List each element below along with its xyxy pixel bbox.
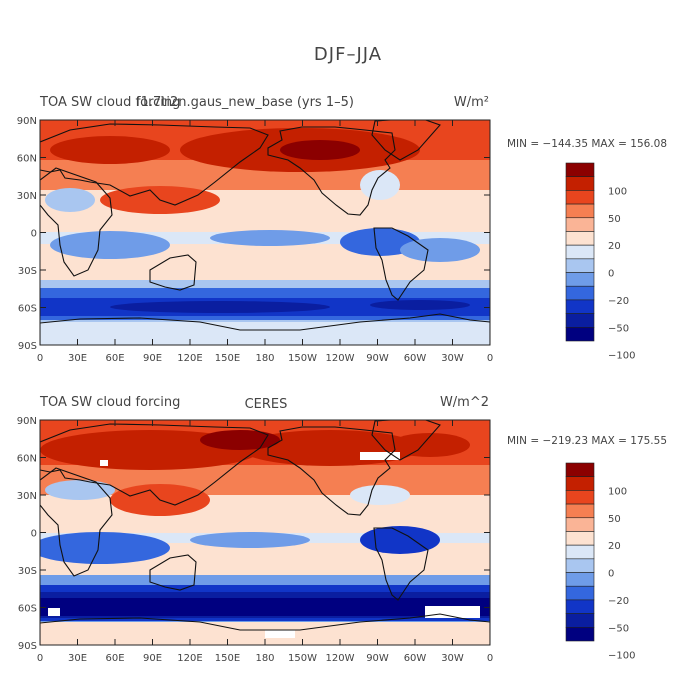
panel-model-units-label: W/m²: [454, 95, 489, 110]
axis-ticks-obs: 0 30E 60E 90E 120E 150E 180 150W 120W 90W 60W 30W 09…: [17, 416, 493, 664]
obs-colorbar-swatch: [565, 462, 595, 477]
model-colorbar-swatch: [565, 299, 595, 314]
model-y-tick-label: 90N: [17, 116, 37, 127]
obs-colorbar-swatch: [565, 613, 595, 628]
obs-x-tick-label: 30E: [68, 653, 87, 664]
obs-x-tick-label: 180: [255, 653, 274, 664]
obs-y-tick-label: 60N: [17, 454, 37, 465]
model-colorbar-label: 0: [608, 269, 614, 280]
obs-y-tick-label: 90N: [17, 416, 37, 427]
model-x-tick-label: 150E: [215, 353, 240, 364]
panel-obs-min-max: MIN = −219.23 MAX = 175.55: [507, 435, 667, 447]
obs-colorbar-label: −100: [608, 651, 635, 662]
panel-model-min-max: MIN = −144.35 MAX = 156.08: [507, 138, 667, 150]
model-y-tick-label: 90S: [18, 341, 37, 352]
obs-colorbar-label: −20: [608, 596, 629, 607]
model-colorbar-swatch: [565, 217, 595, 232]
obs-colorbar-label: 50: [608, 514, 621, 525]
obs-colorbar-swatch: [565, 476, 595, 491]
model-y-tick-label: 60S: [18, 304, 37, 315]
model-x-tick-label: 30E: [68, 353, 87, 364]
model-colorbar-label: 100: [608, 186, 627, 197]
obs-y-tick-label: 30S: [18, 566, 37, 577]
obs-colorbar-label: 0: [608, 569, 614, 580]
obs-x-tick-label: 0: [37, 653, 43, 664]
obs-x-tick-label: 60W: [404, 653, 427, 664]
model-x-tick-label: 90E: [143, 353, 162, 364]
obs-colorbar-label: 100: [608, 486, 627, 497]
obs-x-tick-label: 120W: [326, 653, 355, 664]
model-colorbar-swatch: [565, 327, 595, 342]
model-x-tick-label: 120W: [326, 353, 355, 364]
obs-x-tick-label: 150E: [215, 653, 240, 664]
map-field-obs: [40, 420, 490, 645]
obs-colorbar-swatch: [565, 558, 595, 573]
model-colorbar-label: −100: [608, 351, 635, 362]
obs-y-tick-label: 30N: [17, 491, 37, 502]
obs-x-tick-label: 30W: [441, 653, 464, 664]
model-colorbar-swatch: [565, 203, 595, 219]
obs-colorbar-label: 20: [608, 541, 621, 552]
panel-obs-case-label: CERES: [245, 397, 288, 412]
panel-model: TOA SW cloud forcing f1.7ti2n.gaus_new_b…: [17, 95, 667, 364]
obs-y-tick-label: 90S: [18, 641, 37, 652]
model-colorbar-swatch: [565, 231, 595, 246]
obs-colorbar-swatch: [565, 490, 595, 505]
model-y-tick-label: 60N: [17, 154, 37, 165]
model-colorbar-swatch: [565, 258, 595, 273]
model-x-tick-label: 0: [487, 353, 493, 364]
model-colorbar-swatch: [565, 190, 595, 205]
panel-model-case-label: f1.7ti2n.gaus_new_base (yrs 1–5): [136, 95, 354, 110]
model-x-tick-label: 180: [255, 353, 274, 364]
obs-colorbar-swatch: [565, 585, 595, 601]
model-x-tick-label: 60E: [105, 353, 124, 364]
model-colorbar-label: −20: [608, 296, 629, 307]
obs-x-tick-label: 90W: [366, 653, 389, 664]
obs-colorbar-swatch: [565, 627, 595, 642]
model-y-tick-label: 30N: [17, 191, 37, 202]
model-x-tick-label: 90W: [366, 353, 389, 364]
obs-colorbar-swatch: [565, 599, 595, 614]
model-colorbar-label: 20: [608, 241, 621, 252]
obs-y-tick-label: 60S: [18, 604, 37, 615]
obs-colorbar-label: −50: [608, 623, 629, 634]
obs-colorbar-swatch: [565, 544, 595, 560]
colorbar-obs: 100 50 20 0 −20 −50 −100: [565, 462, 635, 662]
model-colorbar-swatch: [565, 244, 595, 260]
model-colorbar-label: −50: [608, 323, 629, 334]
obs-y-tick-label: 0: [31, 529, 37, 540]
obs-x-tick-label: 60E: [105, 653, 124, 664]
obs-colorbar-swatch: [565, 531, 595, 546]
obs-colorbar-swatch: [565, 517, 595, 532]
panel-obs: TOA SW cloud forcing CERES W/m^2 MIN = −…: [17, 395, 667, 664]
axis-ticks-model: 0 30E 60E 90E 120E 150E 180 150W 120W 90W 60W 30W 09…: [17, 116, 493, 364]
model-x-tick-label: 30W: [441, 353, 464, 364]
model-colorbar-swatch: [565, 313, 595, 328]
model-x-tick-label: 60W: [404, 353, 427, 364]
panel-model-variable-label: TOA SW cloud forcing: [39, 95, 180, 110]
model-x-tick-label: 120E: [177, 353, 202, 364]
model-y-tick-label: 30S: [18, 266, 37, 277]
model-y-tick-label: 0: [31, 229, 37, 240]
panel-obs-variable-label: TOA SW cloud forcing: [39, 395, 180, 410]
obs-colorbar-swatch: [565, 503, 595, 519]
panel-obs-units-label: W/m^2: [440, 395, 489, 410]
model-colorbar-swatch: [565, 272, 595, 287]
obs-x-tick-label: 150W: [288, 653, 317, 664]
model-colorbar-label: 50: [608, 214, 621, 225]
map-field-model: [40, 120, 490, 345]
obs-x-tick-label: 120E: [177, 653, 202, 664]
obs-colorbar-swatch: [565, 572, 595, 587]
colorbar-model: 100 50 20 0 −20 −50 −100: [565, 162, 635, 362]
model-colorbar-swatch: [565, 162, 595, 177]
model-x-tick-label: 0: [37, 353, 43, 364]
model-x-tick-label: 150W: [288, 353, 317, 364]
figure-title: DJF–JJA: [314, 44, 382, 65]
obs-x-tick-label: 0: [487, 653, 493, 664]
obs-x-tick-label: 90E: [143, 653, 162, 664]
model-colorbar-swatch: [565, 176, 595, 191]
model-colorbar-swatch: [565, 285, 595, 301]
